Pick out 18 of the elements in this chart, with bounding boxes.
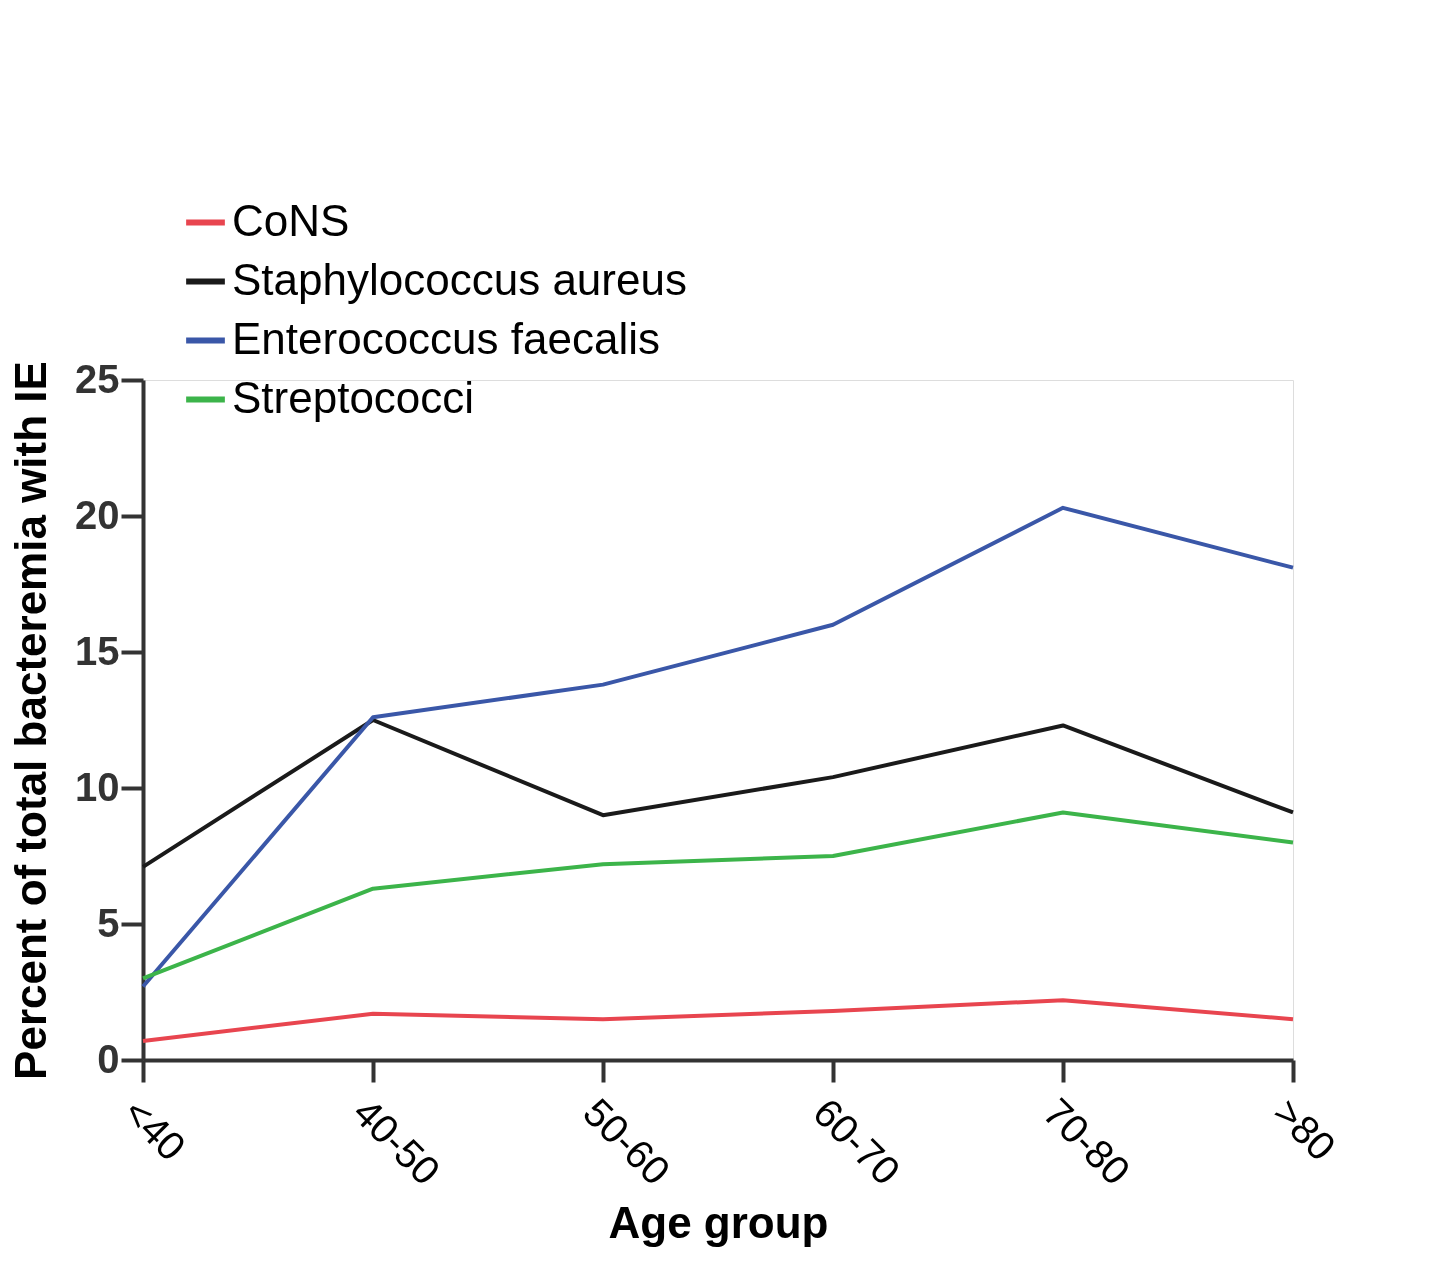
line-series: [141, 810, 1295, 981]
x-tick-label: >80: [1265, 1089, 1345, 1169]
line-series: [141, 718, 1295, 869]
y-tick-label: 5: [97, 900, 120, 945]
y-tick-label: 15: [75, 628, 120, 673]
legend-label: Enterococcus faecalis: [232, 313, 660, 363]
legend-label: CoNS: [232, 195, 350, 245]
legend-label: Streptococci: [232, 372, 475, 422]
x-axis-title: Age group: [608, 1198, 829, 1248]
line-series: [141, 998, 1295, 1043]
y-tick-label: 25: [75, 356, 120, 401]
y-tick-label: 20: [75, 492, 120, 537]
line-series: [141, 505, 1295, 989]
x-tick-label: <40: [115, 1089, 195, 1169]
y-tick-label: 0: [97, 1036, 120, 1081]
y-tick-label: 10: [75, 764, 120, 809]
y-axis-title: Percent of total bacteremia with IE: [6, 361, 56, 1080]
legend-label: Staphylococcus aureus: [232, 254, 687, 304]
